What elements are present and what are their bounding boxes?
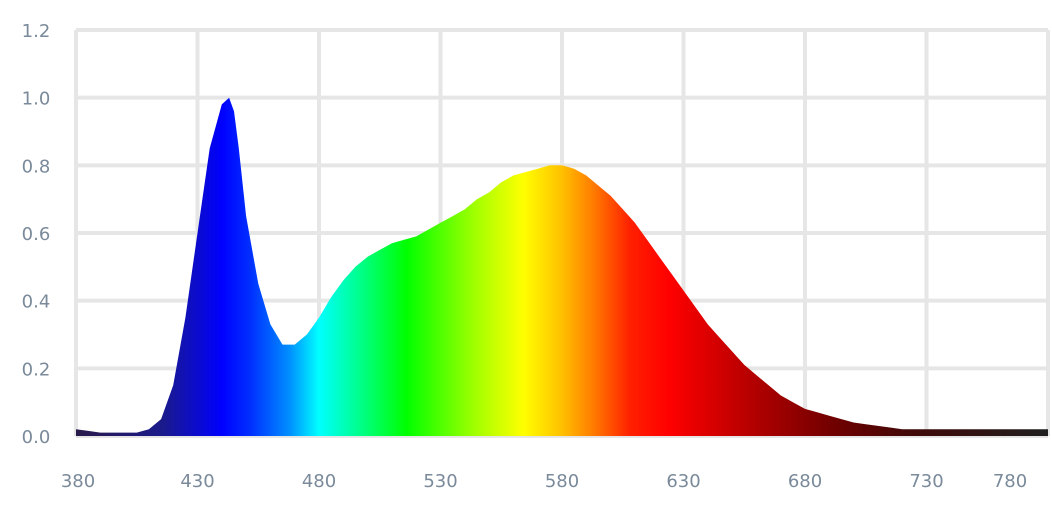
y-tick-label: 0.8 bbox=[22, 156, 51, 177]
x-tick-label: 730 bbox=[909, 471, 943, 492]
x-tick-label: 780 bbox=[993, 471, 1027, 492]
y-tick-label: 0.0 bbox=[22, 427, 51, 448]
x-axis-ticks: 380 430 480 530 580 630 680 730 780 bbox=[61, 471, 1027, 492]
y-tick-label: 0.6 bbox=[22, 224, 51, 245]
x-tick-label: 580 bbox=[545, 471, 579, 492]
y-tick-label: 1.2 bbox=[22, 21, 51, 42]
spectrum-area bbox=[76, 97, 1048, 436]
y-tick-label: 0.2 bbox=[22, 359, 51, 380]
x-tick-label: 380 bbox=[61, 471, 95, 492]
x-tick-label: 530 bbox=[423, 471, 457, 492]
x-tick-label: 680 bbox=[788, 471, 822, 492]
x-tick-label: 430 bbox=[180, 471, 214, 492]
x-tick-label: 630 bbox=[666, 471, 700, 492]
y-axis-ticks: 0.0 0.2 0.4 0.6 0.8 1.0 1.2 bbox=[22, 21, 51, 448]
x-tick-label: 480 bbox=[302, 471, 336, 492]
y-tick-label: 1.0 bbox=[22, 89, 51, 110]
y-tick-label: 0.4 bbox=[22, 292, 51, 313]
